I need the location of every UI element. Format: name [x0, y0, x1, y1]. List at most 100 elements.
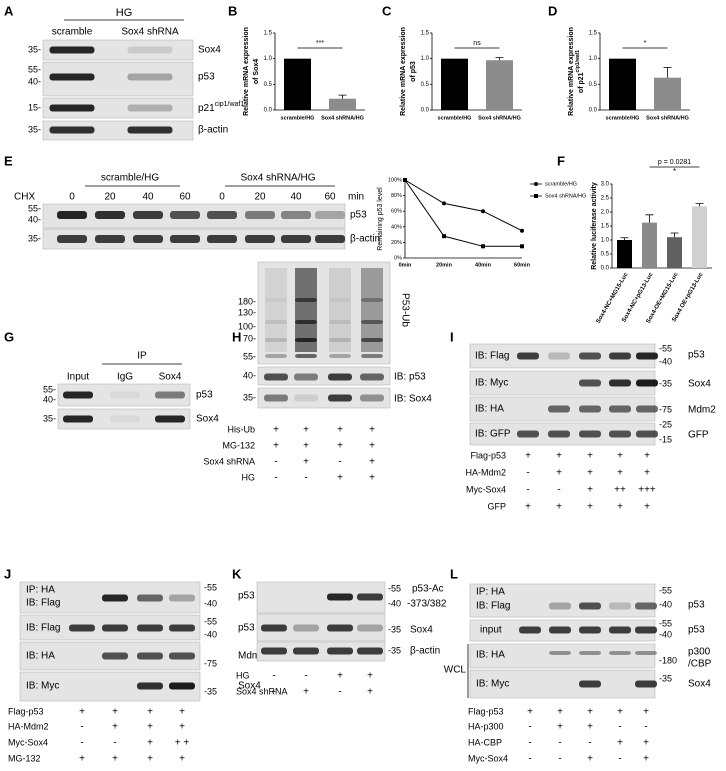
y-axis-label: Relative luciferase activity [591, 182, 598, 270]
label: IB: p53 [394, 372, 426, 383]
label: IB: Sox4 [394, 394, 432, 405]
row-value: + [557, 707, 563, 718]
mw-marker: -40 [204, 629, 217, 639]
band [579, 430, 601, 438]
superscript: cip1/waf1 [215, 101, 245, 108]
mw-marker: -25 [659, 419, 672, 429]
y-tick-label: 3.0 [601, 182, 610, 188]
x-tick-label: 0min [399, 262, 412, 268]
row-label: Sox4 shRNA [203, 456, 255, 466]
row-value: - [528, 738, 531, 749]
error-bar [663, 66, 672, 78]
row-value: + [147, 738, 153, 749]
band [127, 46, 173, 54]
row-label: His-Ub [227, 424, 255, 434]
label: β-actin [410, 646, 440, 657]
blot-strip [42, 97, 194, 119]
point [481, 209, 485, 214]
row-value: + [179, 707, 185, 718]
label: min [348, 192, 364, 203]
band [517, 430, 539, 438]
mw-marker: 130- [238, 307, 256, 317]
row-value: + [369, 441, 375, 452]
band [327, 624, 353, 632]
mw-marker: 40- [28, 76, 41, 86]
row-value: + [643, 707, 649, 718]
blot-strip [42, 39, 194, 61]
blot-strip [57, 408, 191, 430]
panel-label: L [450, 566, 458, 581]
band [155, 415, 185, 423]
label: p53 [238, 623, 255, 634]
band [170, 235, 200, 243]
band [133, 235, 163, 243]
row-value: + [556, 502, 562, 513]
blot-strip [257, 387, 391, 409]
y-tick-label: 1.0 [264, 56, 273, 62]
y-tick-label: 0.0 [589, 108, 598, 114]
bar [692, 206, 707, 268]
row-value: + [179, 754, 185, 765]
x-tick-label: 60min [514, 262, 531, 268]
protein-label: p21cip1/waf1 [198, 101, 244, 114]
band [169, 594, 195, 602]
error-bar [338, 94, 347, 99]
row-value: + [587, 754, 593, 765]
row-value: + [112, 754, 118, 765]
panel-label: H [232, 329, 241, 344]
band [245, 211, 275, 219]
row-value: + [617, 502, 623, 513]
band [294, 373, 318, 381]
band [102, 652, 128, 660]
band [169, 682, 195, 690]
series-line [404, 179, 522, 247]
band [127, 73, 173, 81]
row-label: Sox4 shRNA [236, 686, 288, 696]
band [133, 211, 163, 219]
label: p53 [198, 72, 215, 83]
band [360, 394, 384, 402]
band [207, 235, 237, 243]
row-value: +++ [638, 485, 656, 496]
band [295, 320, 317, 324]
row-value: - [526, 485, 529, 496]
bar [486, 60, 513, 110]
band [137, 652, 163, 660]
label: Sox4 [196, 414, 219, 425]
band [265, 298, 287, 302]
label: IB: Flag [26, 598, 60, 609]
band [549, 626, 571, 634]
band [357, 593, 383, 601]
row-value: - [644, 722, 647, 733]
row-value: + [587, 451, 593, 462]
row-value: - [618, 754, 621, 765]
y-tick-label: 80% [391, 193, 402, 199]
row-value: + [273, 425, 279, 436]
band [609, 405, 631, 413]
row-value: ++ [614, 485, 626, 496]
blot-strip [256, 641, 386, 662]
row-value: - [304, 671, 307, 682]
band [361, 338, 383, 342]
label: IB: HA [476, 650, 505, 661]
row-value: - [528, 722, 531, 733]
band [609, 430, 631, 438]
mw-marker: 35- [243, 392, 256, 402]
row-value: + [367, 687, 373, 698]
band [49, 104, 95, 112]
row-label: Flag-p53 [8, 706, 44, 716]
label: IgG [117, 372, 133, 383]
mw-marker: -35 [388, 645, 401, 655]
band [579, 602, 601, 610]
mw-marker: 35- [28, 44, 41, 54]
band [360, 373, 384, 381]
point [403, 178, 407, 182]
label: IB: GFP [475, 429, 511, 440]
x-tick-label: Sox4 shRNA/HG [478, 115, 521, 121]
y-axis-label: of Sox4 [253, 59, 260, 84]
band [636, 405, 658, 413]
y-tick-label: 60% [391, 209, 402, 215]
band [548, 430, 570, 438]
label: IB: Flag [26, 623, 60, 634]
label: Sox4 [198, 45, 221, 56]
